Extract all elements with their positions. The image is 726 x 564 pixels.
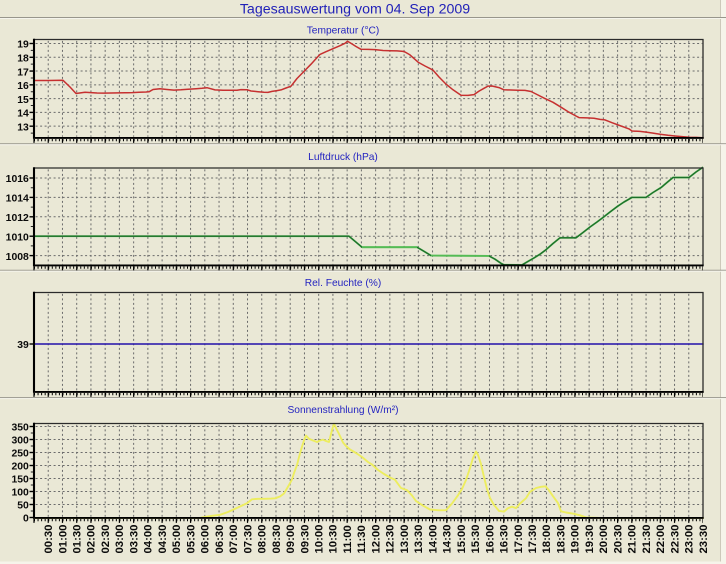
svg-text:Temperatur (°C): Temperatur (°C): [307, 26, 380, 37]
svg-text:11:00: 11:00: [342, 525, 354, 553]
svg-text:13:00: 13:00: [399, 525, 411, 554]
svg-text:13:30: 13:30: [413, 525, 425, 554]
svg-text:18:30: 18:30: [555, 525, 567, 554]
svg-text:07:00: 07:00: [228, 525, 240, 554]
svg-text:20:00: 20:00: [598, 525, 610, 554]
svg-text:18: 18: [17, 53, 29, 64]
svg-text:17:30: 17:30: [527, 525, 539, 554]
svg-text:10:00: 10:00: [313, 525, 325, 554]
svg-text:06:30: 06:30: [214, 525, 226, 554]
svg-text:1014: 1014: [6, 194, 29, 205]
svg-text:1008: 1008: [6, 252, 29, 263]
svg-text:Sonnenstrahlung (W/m²): Sonnenstrahlung (W/m²): [288, 405, 399, 416]
svg-text:Tagesauswertung vom 04. Sep 20: Tagesauswertung vom 04. Sep 2009: [240, 1, 470, 17]
svg-text:18:00: 18:00: [541, 525, 553, 554]
svg-text:10:30: 10:30: [328, 525, 340, 554]
svg-text:17:00: 17:00: [513, 525, 525, 554]
svg-text:02:30: 02:30: [100, 525, 112, 554]
svg-text:08:30: 08:30: [271, 525, 283, 554]
svg-text:22:30: 22:30: [669, 525, 681, 554]
svg-text:350: 350: [11, 423, 29, 434]
svg-text:50: 50: [17, 501, 29, 512]
svg-text:14:00: 14:00: [427, 525, 439, 554]
svg-text:21:30: 21:30: [641, 525, 653, 554]
svg-text:15:30: 15:30: [470, 525, 482, 554]
svg-text:39: 39: [17, 340, 29, 351]
svg-text:12:00: 12:00: [370, 525, 382, 554]
svg-text:03:00: 03:00: [114, 525, 126, 554]
svg-text:09:30: 09:30: [299, 525, 311, 554]
svg-text:09:00: 09:00: [285, 525, 297, 554]
svg-text:20:30: 20:30: [612, 525, 624, 554]
svg-text:15: 15: [17, 95, 29, 106]
svg-text:150: 150: [11, 475, 29, 486]
svg-text:1010: 1010: [6, 232, 29, 243]
svg-text:100: 100: [11, 488, 29, 499]
svg-text:14: 14: [17, 109, 29, 120]
svg-text:14:30: 14:30: [442, 525, 454, 554]
svg-text:11:30: 11:30: [356, 525, 368, 553]
svg-text:16:00: 16:00: [484, 525, 496, 554]
svg-text:19:30: 19:30: [584, 525, 596, 554]
svg-text:300: 300: [11, 436, 29, 447]
svg-text:05:00: 05:00: [171, 525, 183, 554]
svg-text:00:30: 00:30: [43, 525, 55, 554]
svg-text:21:00: 21:00: [627, 525, 639, 554]
svg-text:1016: 1016: [6, 174, 29, 185]
svg-text:05:30: 05:30: [185, 525, 197, 554]
svg-text:15:00: 15:00: [456, 525, 468, 554]
svg-text:1012: 1012: [6, 213, 29, 224]
svg-text:19: 19: [17, 40, 29, 51]
svg-text:22:00: 22:00: [655, 525, 667, 554]
svg-text:07:30: 07:30: [242, 525, 254, 554]
svg-text:23:00: 23:00: [684, 525, 696, 554]
svg-text:200: 200: [11, 462, 29, 473]
svg-text:06:00: 06:00: [200, 525, 212, 554]
svg-text:02:00: 02:00: [86, 525, 98, 554]
svg-text:17: 17: [17, 67, 29, 78]
svg-text:01:30: 01:30: [72, 525, 84, 554]
svg-text:08:00: 08:00: [257, 525, 269, 554]
svg-text:0: 0: [23, 514, 29, 525]
svg-text:12:30: 12:30: [385, 525, 397, 554]
svg-text:250: 250: [11, 449, 29, 460]
svg-text:16:30: 16:30: [499, 525, 511, 554]
svg-text:23:30: 23:30: [698, 525, 710, 554]
svg-text:19:00: 19:00: [570, 525, 582, 554]
svg-text:16: 16: [17, 81, 29, 92]
svg-text:04:30: 04:30: [157, 525, 169, 554]
svg-text:Luftdruck (hPa): Luftdruck (hPa): [308, 152, 378, 163]
svg-text:03:30: 03:30: [128, 525, 140, 554]
svg-text:Rel. Feuchte (%): Rel. Feuchte (%): [305, 278, 381, 289]
svg-text:01:00: 01:00: [57, 525, 69, 554]
svg-text:04:00: 04:00: [143, 525, 155, 554]
svg-text:13: 13: [17, 122, 29, 133]
